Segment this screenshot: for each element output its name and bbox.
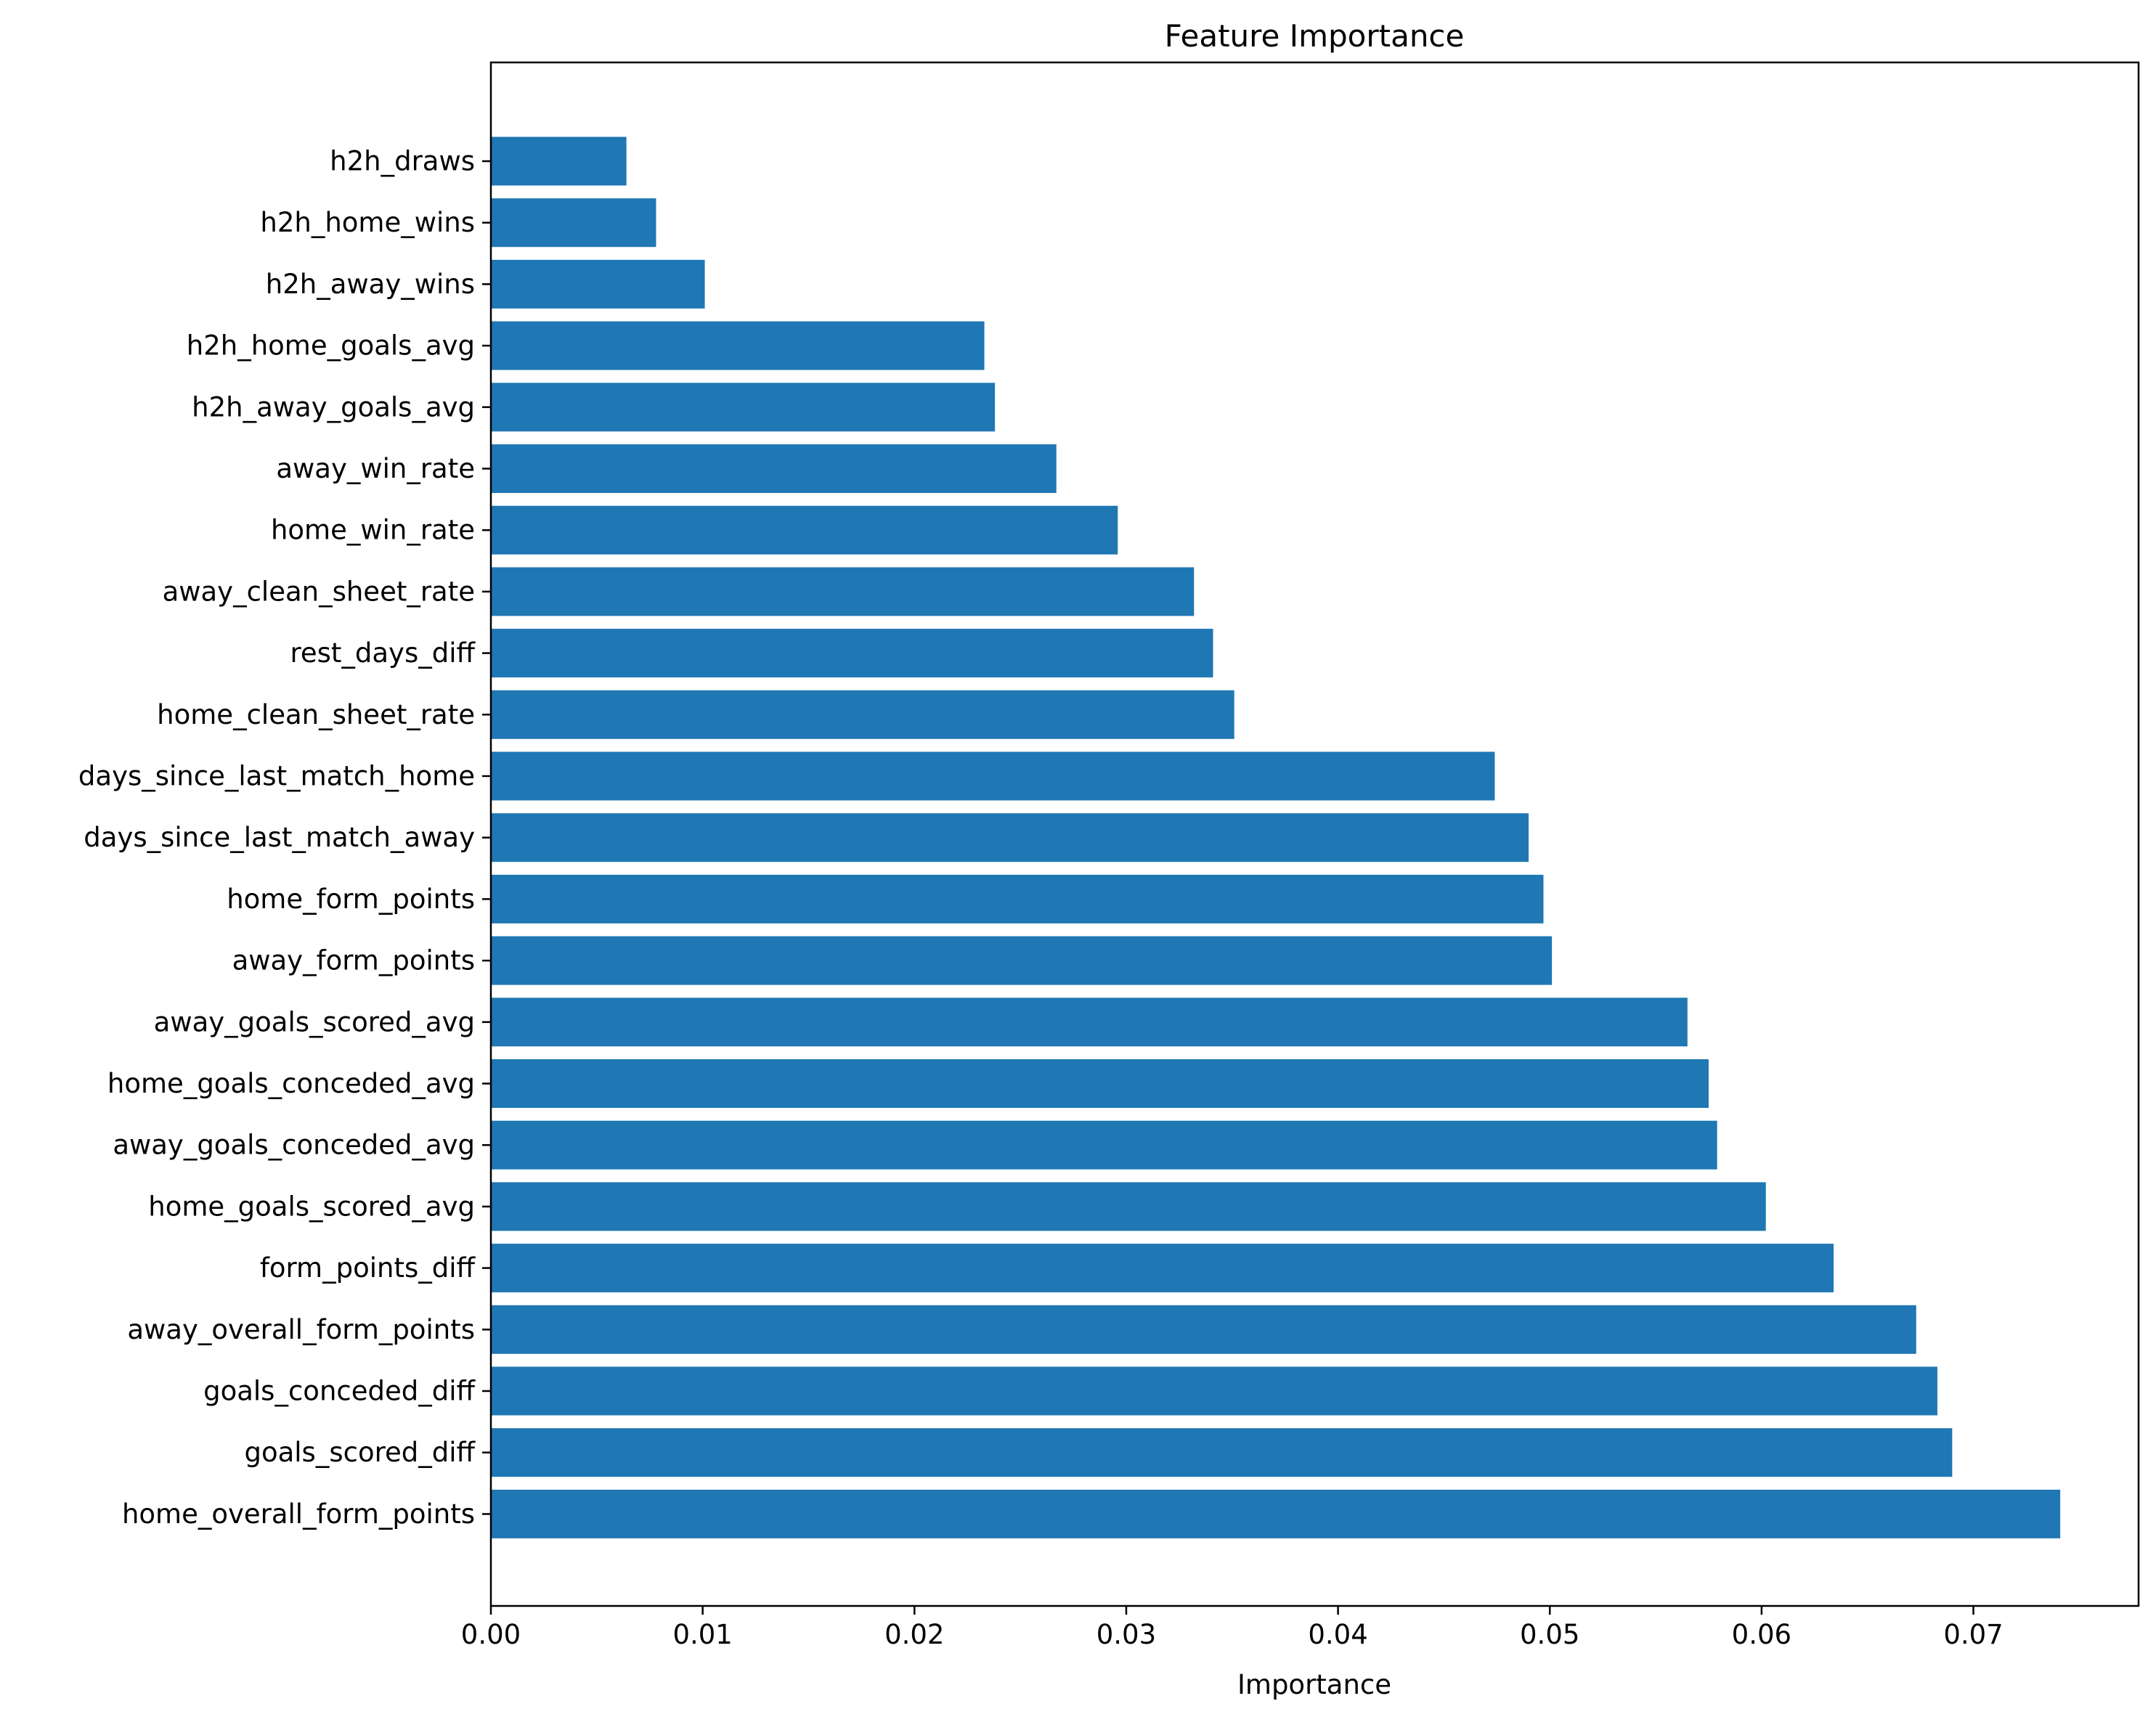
category-label: h2h_home_wins (260, 207, 475, 238)
x-axis-label: Importance (1237, 1669, 1391, 1700)
bar-home-goals-scored-avg (491, 1182, 1766, 1231)
category-label: goals_scored_diff (244, 1437, 476, 1468)
bar-away-goals-scored-avg (491, 998, 1688, 1047)
category-label: home_overall_form_points (122, 1498, 475, 1530)
category-label: goals_conceded_diff (203, 1376, 476, 1407)
bar-home-win-rate (491, 505, 1118, 555)
x-tick-label: 0.07 (1943, 1619, 2003, 1650)
category-label: form_points_diff (260, 1252, 476, 1284)
bar-away-form-points (491, 936, 1553, 985)
plot-frame (489, 61, 2140, 1607)
bar-goals-conceded-diff (491, 1366, 1937, 1416)
category-label: home_goals_conceded_avg (107, 1068, 475, 1099)
category-label: home_form_points (227, 884, 475, 915)
category-label: away_clean_sheet_rate (163, 576, 475, 607)
x-tick-label: 0.01 (672, 1619, 732, 1650)
category-label: h2h_draws (330, 146, 475, 177)
category-label: away_goals_conceded_avg (113, 1130, 475, 1161)
bar-away-clean-sheet-rate (491, 567, 1195, 616)
x-tick-label: 0.05 (1520, 1619, 1579, 1650)
bar-h2h-home-wins (491, 198, 656, 248)
x-tick-label: 0.06 (1732, 1619, 1791, 1650)
x-tick-label: 0.00 (461, 1619, 521, 1650)
category-label: rest_days_diff (290, 637, 476, 669)
bar-away-win-rate (491, 444, 1057, 493)
category-label: away_overall_form_points (127, 1314, 475, 1345)
category-label: h2h_home_goals_avg (187, 330, 475, 362)
chart-title: Feature Importance (1165, 18, 1465, 54)
category-label: away_form_points (232, 945, 475, 976)
bar-home-overall-form-points (491, 1489, 2061, 1538)
bar-form-points-diff (491, 1244, 1834, 1293)
bar-away-overall-form-points (491, 1305, 1916, 1354)
x-tick-label: 0.02 (884, 1619, 944, 1650)
bar-h2h-away-wins (491, 259, 705, 309)
category-label: home_win_rate (271, 515, 475, 546)
category-labels-group: h2h_draws h2h_home_wins h2h_away_wins h2h_h… (78, 146, 491, 1530)
bar-days-since-last-match-home (491, 751, 1495, 801)
bar-home-form-points (491, 874, 1544, 923)
category-label: away_win_rate (276, 453, 475, 484)
bars-group (491, 136, 2061, 1538)
category-label: home_clean_sheet_rate (157, 699, 475, 730)
category-label: h2h_away_wins (266, 269, 475, 300)
category-label: away_goals_scored_avg (154, 1006, 475, 1037)
x-ticks-group: 0.00 0.01 0.02 0.03 0.04 0.05 0.06 0.07 (461, 1606, 2004, 1650)
bar-h2h-home-goals-avg (491, 321, 985, 370)
bar-goals-scored-diff (491, 1428, 1953, 1477)
x-tick-label: 0.03 (1097, 1619, 1156, 1650)
bar-days-since-last-match-away (491, 813, 1529, 862)
category-label: days_since_last_match_away (84, 822, 475, 853)
bar-rest-days-diff (491, 629, 1213, 678)
category-label: days_since_last_match_home (78, 761, 475, 792)
category-label: home_goals_scored_avg (148, 1191, 475, 1222)
bar-home-clean-sheet-rate (491, 690, 1234, 739)
category-label: h2h_away_goals_avg (192, 391, 475, 423)
bar-home-goals-conceded-avg (491, 1059, 1709, 1108)
bar-h2h-away-goals-avg (491, 383, 996, 432)
bar-h2h-draws (491, 136, 627, 186)
x-tick-label: 0.04 (1308, 1619, 1367, 1650)
bar-away-goals-conceded-avg (491, 1120, 1717, 1170)
